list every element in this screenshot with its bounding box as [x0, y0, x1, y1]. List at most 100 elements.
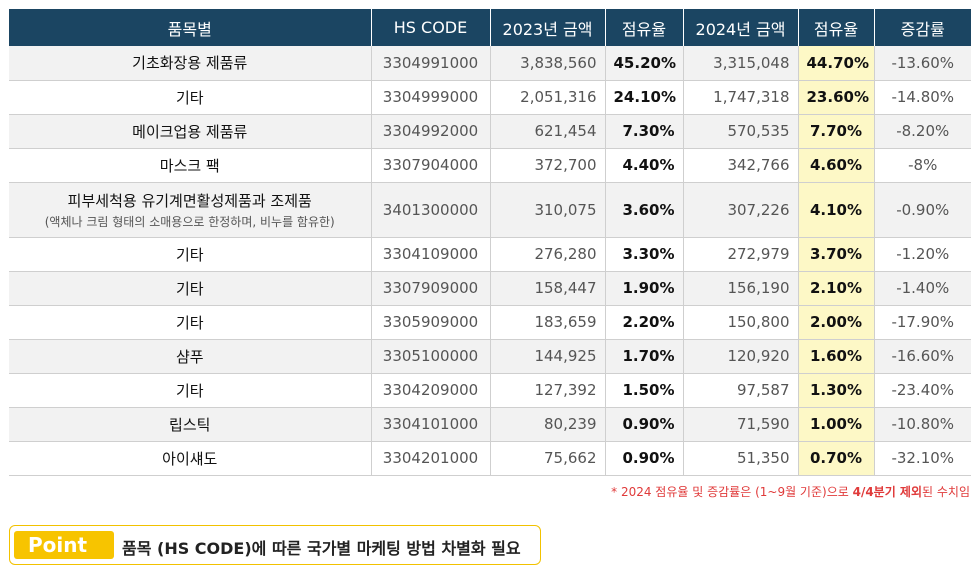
change-rate-cell: -14.80% [874, 80, 971, 115]
amount-2024-cell: 120,920 [683, 339, 799, 374]
item-name: 메이크업용 제품류 [132, 122, 248, 141]
item-name-cell: 메이크업용 제품류 [9, 114, 372, 149]
item-name: 기타 [175, 279, 204, 298]
change-rate-cell: -16.60% [874, 339, 971, 374]
share-2023-cell: 45.20% [605, 46, 684, 81]
amount-2023-cell: 310,075 [490, 182, 606, 238]
point-box: Point 품목 (HS CODE)에 따른 국가별 마케팅 방법 차별화 필요 [9, 525, 541, 565]
amount-2024-cell: 570,535 [683, 114, 799, 149]
amount-2024-cell: 150,800 [683, 305, 799, 340]
share-2023-cell: 0.90% [605, 441, 684, 476]
table-row: 기초화장용 제품류 3304991000 3,838,560 45.20% 3,315,… [9, 46, 971, 81]
item-name-cell: 마스크 팩 [9, 148, 372, 183]
footnote-prefix: * 2024 점유율 및 증감률은 (1~9월 기준)으로 [611, 485, 853, 499]
hs-code-cell: 3401300000 [371, 182, 491, 238]
footnote-bold: 4/4분기 제외 [852, 485, 923, 499]
change-rate-cell: -0.90% [874, 182, 971, 238]
table-header-row: 품목별 HS CODE 2023년 금액 점유율 2024년 금액 점유율 증감… [9, 9, 971, 46]
amount-2024-cell: 3,315,048 [683, 46, 799, 81]
amount-2024-cell: 97,587 [683, 373, 799, 408]
change-rate-cell: -32.10% [874, 441, 971, 476]
item-name: 피부세척용 유기계면활성제품과 조제품 [67, 191, 312, 210]
change-rate-cell: -17.90% [874, 305, 971, 340]
item-name: 기타 [175, 313, 204, 332]
share-2024-cell: 2.00% [798, 305, 875, 340]
change-rate-cell: -1.40% [874, 271, 971, 306]
amount-2023-cell: 2,051,316 [490, 80, 606, 115]
header-item: 품목별 [9, 9, 372, 46]
table-row: 피부세척용 유기계면활성제품과 조제품 (액체나 크림 형태의 소매용으로 한정하… [9, 182, 971, 238]
change-rate-cell: -10.80% [874, 407, 971, 442]
amount-2023-cell: 3,838,560 [490, 46, 606, 81]
table-row: 샴푸 3305100000 144,925 1.70% 120,920 1.60% -16.… [9, 339, 971, 374]
footnote: * 2024 점유율 및 증감률은 (1~9월 기준)으로 4/4분기 제외된 … [611, 483, 970, 500]
share-2023-cell: 1.90% [605, 271, 684, 306]
amount-2024-cell: 71,590 [683, 407, 799, 442]
share-2023-cell: 7.30% [605, 114, 684, 149]
share-2024-cell: 2.10% [798, 271, 875, 306]
amount-2023-cell: 127,392 [490, 373, 606, 408]
share-2024-cell: 4.10% [798, 182, 875, 238]
share-2024-cell: 3.70% [798, 237, 875, 272]
table-row: 메이크업용 제품류 3304992000 621,454 7.30% 570,535 7.… [9, 114, 971, 149]
amount-2023-cell: 276,280 [490, 237, 606, 272]
item-name-cell: 기타 [9, 305, 372, 340]
item-name-cell: 립스틱 [9, 407, 372, 442]
amount-2023-cell: 75,662 [490, 441, 606, 476]
footnote-suffix: 된 수치임 [922, 485, 970, 499]
item-name-cell: 샴푸 [9, 339, 372, 374]
change-rate-cell: -1.20% [874, 237, 971, 272]
point-tag: Point [14, 531, 114, 559]
amount-2023-cell: 183,659 [490, 305, 606, 340]
item-name: 립스틱 [169, 415, 211, 434]
amount-2024-cell: 156,190 [683, 271, 799, 306]
cosmetics-export-table: 품목별 HS CODE 2023년 금액 점유율 2024년 금액 점유율 증감… [9, 9, 971, 476]
amount-2023-cell: 144,925 [490, 339, 606, 374]
share-2023-cell: 3.30% [605, 237, 684, 272]
item-name-cell: 기타 [9, 271, 372, 306]
item-name-cell: 기타 [9, 237, 372, 272]
hs-code-cell: 3304999000 [371, 80, 491, 115]
share-2024-cell: 23.60% [798, 80, 875, 115]
table-body: 기초화장용 제품류 3304991000 3,838,560 45.20% 3,315,… [9, 46, 971, 476]
share-2024-cell: 4.60% [798, 148, 875, 183]
amount-2024-cell: 307,226 [683, 182, 799, 238]
item-name: 기타 [175, 88, 204, 107]
table-row: 마스크 팩 3307904000 372,700 4.40% 342,766 4.60% -… [9, 148, 971, 183]
hs-code-cell: 3304109000 [371, 237, 491, 272]
share-2023-cell: 0.90% [605, 407, 684, 442]
table-row: 아이섀도 3304201000 75,662 0.90% 51,350 0.70% -32.… [9, 441, 971, 476]
share-2024-cell: 1.60% [798, 339, 875, 374]
change-rate-cell: -13.60% [874, 46, 971, 81]
share-2024-cell: 7.70% [798, 114, 875, 149]
share-2024-cell: 44.70% [798, 46, 875, 81]
table-row: 기타 3304999000 2,051,316 24.10% 1,747,318 23.6… [9, 80, 971, 115]
amount-2024-cell: 272,979 [683, 237, 799, 272]
share-2024-cell: 0.70% [798, 441, 875, 476]
amount-2024-cell: 1,747,318 [683, 80, 799, 115]
hs-code-cell: 3304201000 [371, 441, 491, 476]
table-row: 기타 3304109000 276,280 3.30% 272,979 3.70% -1.2… [9, 237, 971, 272]
item-name-cell: 아이섀도 [9, 441, 372, 476]
item-subtitle: (액체나 크림 형태의 소매용으로 한정하며, 비누를 함유한) [44, 214, 335, 229]
item-name-cell: 기초화장용 제품류 [9, 46, 372, 81]
share-2023-cell: 24.10% [605, 80, 684, 115]
table-row: 기타 3304209000 127,392 1.50% 97,587 1.30% -23.4… [9, 373, 971, 408]
table-row: 기타 3305909000 183,659 2.20% 150,800 2.00% -17.… [9, 305, 971, 340]
hs-code-cell: 3304992000 [371, 114, 491, 149]
header-amount-2023: 2023년 금액 [490, 9, 606, 46]
header-amount-2024: 2024년 금액 [683, 9, 799, 46]
change-rate-cell: -8.20% [874, 114, 971, 149]
share-2023-cell: 1.70% [605, 339, 684, 374]
amount-2024-cell: 51,350 [683, 441, 799, 476]
hs-code-cell: 3304209000 [371, 373, 491, 408]
hs-code-cell: 3304101000 [371, 407, 491, 442]
share-2023-cell: 3.60% [605, 182, 684, 238]
item-name: 기초화장용 제품류 [132, 54, 248, 73]
share-2023-cell: 4.40% [605, 148, 684, 183]
amount-2023-cell: 621,454 [490, 114, 606, 149]
item-name: 기타 [175, 381, 204, 400]
header-hs-code: HS CODE [371, 9, 491, 46]
hs-code-cell: 3307909000 [371, 271, 491, 306]
hs-code-cell: 3305909000 [371, 305, 491, 340]
